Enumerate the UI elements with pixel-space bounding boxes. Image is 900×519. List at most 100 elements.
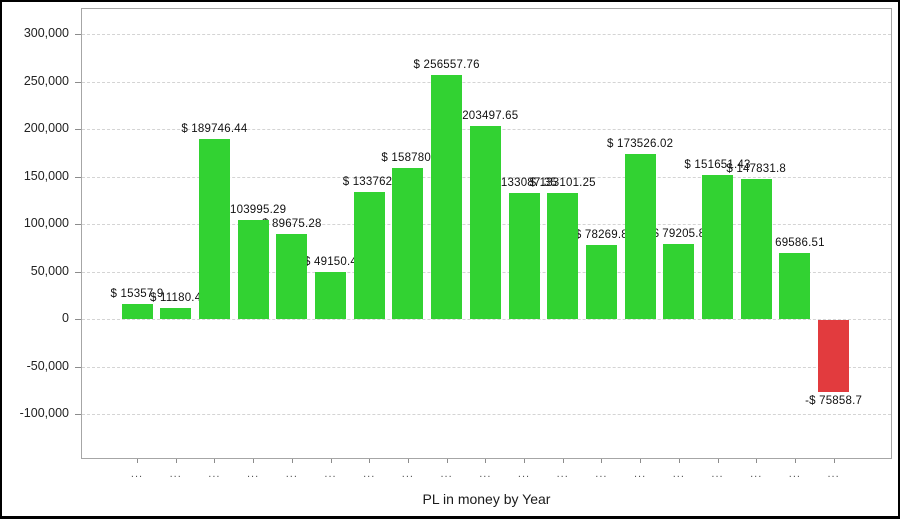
x-axis-tick	[291, 459, 293, 463]
y-axis-label: -50,000	[26, 358, 69, 373]
x-axis-tick	[485, 459, 487, 463]
x-axis-tick	[717, 459, 719, 463]
x-category-label: ...	[556, 468, 569, 480]
x-category-label: ...	[324, 468, 337, 480]
x-category-label: ...	[827, 468, 840, 480]
bar[interactable]	[353, 191, 385, 319]
bar-value-label: $ 11180.4	[150, 292, 202, 305]
bar-value-label: $ 133762.	[342, 175, 396, 188]
y-axis-tick	[75, 176, 81, 178]
x-axis-tick	[446, 459, 448, 463]
bar-value-label: $ 189746.44	[181, 122, 248, 135]
y-axis-tick	[75, 81, 81, 83]
bar-value-label: $ 79205.8	[652, 227, 706, 240]
y-axis-tick	[75, 319, 81, 320]
bar[interactable]	[585, 244, 617, 319]
y-axis-tick	[75, 271, 81, 273]
x-axis-tick	[330, 459, 332, 463]
bar[interactable]	[547, 192, 579, 319]
bar[interactable]	[315, 272, 346, 319]
x-axis-tick	[407, 459, 409, 463]
bar-value-label: $ 133087.35	[490, 176, 558, 189]
bar[interactable]	[121, 304, 153, 319]
bar[interactable]	[160, 308, 192, 319]
x-category-label: ...	[595, 468, 608, 480]
bar[interactable]	[624, 154, 656, 319]
x-category-label: ...	[788, 468, 801, 480]
x-category-label: ...	[401, 468, 414, 480]
x-category-label: ...	[634, 468, 647, 480]
y-axis-tick	[75, 224, 81, 225]
x-category-label: ...	[169, 468, 182, 480]
y-axis-tick	[75, 414, 81, 415]
bar[interactable]	[469, 125, 501, 319]
gridline	[82, 319, 891, 320]
y-axis-label: 250,000	[23, 73, 69, 88]
y-axis-label: 300,000	[23, 26, 69, 40]
x-axis-tick	[524, 459, 525, 463]
bar[interactable]	[431, 75, 463, 319]
bar-value-label: $ 133101.25	[529, 176, 596, 189]
x-category-label: ...	[208, 468, 221, 480]
x-axis-tick	[214, 459, 216, 463]
bar-value-label: $ 173526.02	[607, 138, 674, 151]
bar-value-label: $ 256557.76	[413, 59, 480, 72]
bar-value-label: $ 158780.	[381, 152, 435, 165]
gridline	[82, 81, 891, 83]
y-axis-tick	[75, 366, 81, 368]
x-category-label: ...	[711, 468, 724, 480]
x-axis-tick	[601, 459, 603, 463]
x-axis-tick	[640, 459, 642, 463]
bar[interactable]	[276, 233, 308, 319]
bar[interactable]	[779, 252, 811, 319]
bar-value-label: $ 203497.65	[452, 109, 519, 122]
x-axis-tick	[253, 459, 255, 463]
y-axis-label: -100,000	[19, 406, 69, 420]
x-category-label: ...	[285, 468, 298, 480]
bar[interactable]	[237, 220, 269, 319]
x-axis-tick	[678, 459, 680, 463]
x-category-label: ...	[479, 468, 492, 480]
gridline	[82, 366, 891, 368]
bar[interactable]	[198, 138, 230, 319]
gridline	[82, 414, 891, 415]
x-axis-tick	[369, 459, 371, 463]
gridline	[82, 34, 891, 35]
bar-value-label: $ 151651.43	[684, 158, 751, 171]
y-axis-label: 0	[62, 311, 69, 325]
x-axis-tick	[833, 459, 835, 463]
bar-value-label: -$ 75858.7	[805, 395, 863, 408]
y-axis-tick	[75, 129, 81, 130]
x-axis-tick	[794, 459, 796, 463]
bar[interactable]	[818, 320, 850, 393]
bar[interactable]	[392, 168, 424, 319]
bar[interactable]	[740, 178, 772, 319]
x-category-label: ...	[517, 468, 531, 480]
bar-value-label: $ 147831.8	[726, 162, 786, 175]
x-category-label: ...	[130, 468, 144, 480]
bar-value-label: $ 78269.8	[574, 228, 628, 241]
chart-title: PL in money by Year	[422, 491, 551, 507]
bar[interactable]	[508, 192, 540, 319]
x-category-label: ...	[672, 468, 685, 480]
bar[interactable]	[663, 243, 695, 319]
y-axis-label: 50,000	[30, 263, 69, 278]
bar[interactable]	[702, 174, 733, 319]
x-axis-tick	[175, 459, 177, 463]
x-axis-tick	[137, 459, 138, 463]
x-axis-tick	[562, 459, 564, 463]
y-axis-label: 200,000	[23, 121, 69, 135]
bar-value-label: $ 49150.4	[304, 256, 357, 269]
x-axis-tick	[756, 459, 758, 463]
x-category-label: ...	[750, 468, 763, 480]
y-axis-label: 150,000	[23, 168, 69, 183]
y-axis-label: 100,000	[23, 216, 69, 230]
x-category-label: ...	[440, 468, 453, 480]
y-axis-tick	[75, 34, 81, 35]
bar-value-label: $ 69586.51	[765, 236, 825, 249]
x-category-label: ...	[363, 468, 376, 480]
x-category-label: ...	[247, 468, 260, 480]
bar-value-label: $ 15357.9	[110, 288, 164, 301]
bar-value-label: $ 89675.28	[262, 217, 322, 230]
